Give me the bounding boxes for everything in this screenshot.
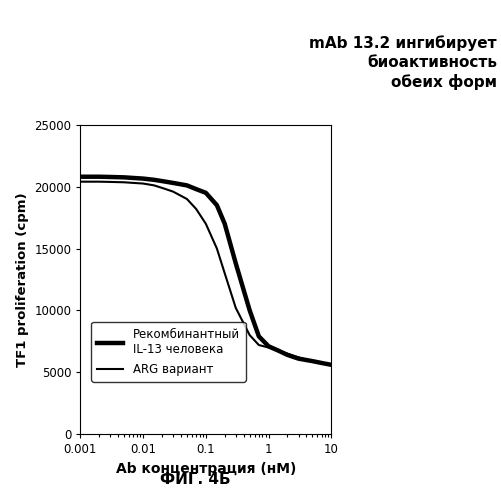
ARG вариант (276, 348, 282, 354)
Рекомбинантный
IL-13 человека (328, 362, 334, 368)
ARG вариант (284, 351, 290, 357)
ARG вариант (96, 179, 102, 185)
Рекомбинантный
IL-13 человека (284, 352, 290, 358)
Рекомбинантный
IL-13 человека (309, 358, 315, 364)
ARG вариант (213, 246, 219, 251)
ARG вариант (140, 181, 146, 187)
Рекомбинантный
IL-13 человека (246, 307, 252, 313)
Text: ФИГ. 4Б: ФИГ. 4Б (160, 472, 230, 487)
Line: ARG вариант: ARG вариант (80, 182, 331, 365)
Y-axis label: TF1 proliferation (cpm): TF1 proliferation (cpm) (16, 192, 29, 367)
ARG вариант (256, 342, 262, 348)
ARG вариант (183, 196, 189, 202)
X-axis label: Ab концентрация (нМ): Ab концентрация (нМ) (115, 462, 296, 476)
Рекомбинантный
IL-13 человека (232, 260, 238, 266)
ARG вариант (121, 179, 127, 185)
ARG вариант (159, 185, 165, 191)
Рекомбинантный
IL-13 человека (96, 174, 102, 180)
Рекомбинантный
IL-13 человека (88, 174, 94, 180)
Рекомбинантный
IL-13 человека (213, 202, 219, 208)
ARG вариант (130, 180, 136, 186)
Рекомбинантный
IL-13 человека (77, 174, 83, 180)
Рекомбинантный
IL-13 человека (256, 333, 262, 339)
Рекомбинантный
IL-13 человека (121, 174, 127, 180)
ARG вариант (328, 362, 334, 368)
Рекомбинантный
IL-13 человека (183, 183, 189, 189)
Рекомбинантный
IL-13 человека (193, 186, 199, 192)
ARG вариант (77, 179, 83, 185)
Рекомбинантный
IL-13 человека (318, 360, 324, 366)
Рекомбинантный
IL-13 человека (265, 343, 271, 349)
Рекомбинантный
IL-13 человека (107, 174, 113, 180)
ARG вариант (265, 344, 271, 350)
Рекомбинантный
IL-13 человека (151, 177, 157, 183)
Line: Рекомбинантный
IL-13 человека: Рекомбинантный IL-13 человека (80, 177, 331, 365)
Рекомбинантный
IL-13 человека (140, 176, 146, 182)
ARG вариант (193, 206, 199, 212)
Рекомбинантный
IL-13 человека (170, 180, 176, 186)
Рекомбинантный
IL-13 человека (276, 348, 282, 354)
Рекомбинантный
IL-13 человека (159, 178, 165, 184)
Рекомбинантный
IL-13 человека (202, 190, 208, 196)
ARG вариант (232, 305, 238, 311)
Legend: Рекомбинантный
IL-13 человека, ARG вариант: Рекомбинантный IL-13 человека, ARG вариа… (91, 322, 245, 382)
ARG вариант (88, 179, 94, 185)
ARG вариант (202, 221, 208, 227)
ARG вариант (170, 189, 176, 195)
ARG вариант (246, 332, 252, 338)
ARG вариант (221, 270, 227, 276)
Рекомбинантный
IL-13 человека (295, 356, 301, 362)
Рекомбинантный
IL-13 человека (130, 175, 136, 181)
ARG вариант (318, 360, 324, 366)
ARG вариант (309, 358, 315, 364)
ARG вариант (151, 183, 157, 189)
Text: mAb 13.2 ингибирует
биоактивность
обеих форм: mAb 13.2 ингибирует биоактивность обеих … (309, 35, 496, 90)
ARG вариант (295, 354, 301, 360)
Рекомбинантный
IL-13 человека (221, 221, 227, 227)
ARG вариант (107, 179, 113, 185)
